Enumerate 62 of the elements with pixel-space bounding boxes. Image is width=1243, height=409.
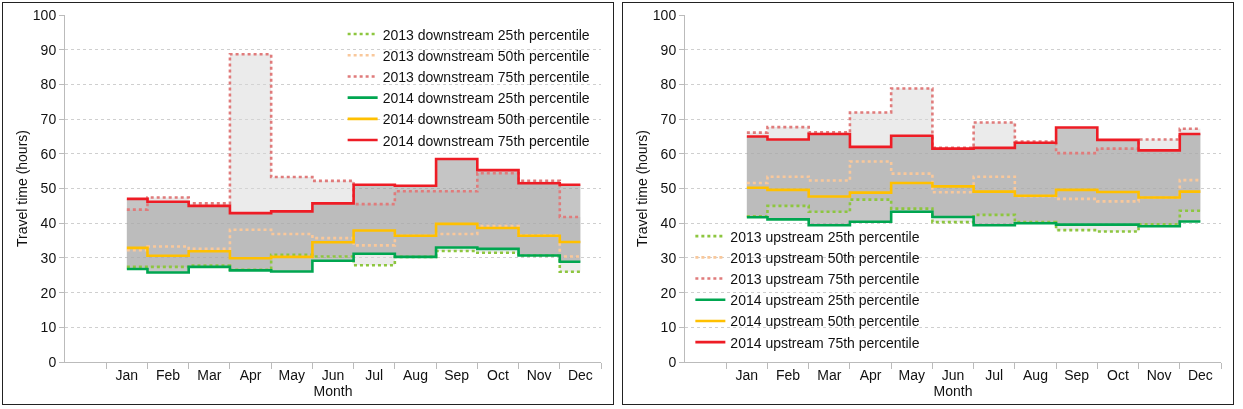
- y-tick-label: 0: [48, 353, 57, 370]
- legend-label: 2014 upstream 50th percentile: [730, 313, 920, 330]
- x-tick-label: Feb: [156, 366, 181, 383]
- legend-label: 2013 downstream 75th percentile: [382, 68, 590, 85]
- y-tick-label: 20: [660, 284, 677, 301]
- legend-label: 2014 downstream 50th percentile: [382, 111, 590, 128]
- y-tick-label: 60: [660, 145, 677, 162]
- y-tick-label: 40: [660, 215, 677, 232]
- x-tick-label: Jan: [115, 366, 139, 383]
- x-tick-label: Dec: [567, 366, 593, 383]
- x-axis-title: Month: [933, 382, 973, 399]
- x-tick-label: Aug: [1023, 366, 1048, 383]
- y-tick-label: 70: [40, 111, 57, 127]
- y-tick-label: 10: [660, 319, 677, 336]
- x-tick-label: Feb: [776, 366, 801, 383]
- y-tick-label: 70: [660, 111, 677, 127]
- legend-label: 2014 downstream 25th percentile: [382, 90, 590, 107]
- legend-label: 2014 upstream 25th percentile: [730, 292, 920, 309]
- y-tick-label: 30: [660, 249, 677, 266]
- legend-label: 2013 upstream 75th percentile: [730, 270, 920, 287]
- y-tick-label: 80: [40, 76, 57, 93]
- y-tick-label: 100: [652, 6, 677, 23]
- x-tick-label: Mar: [817, 366, 842, 383]
- x-tick-label: Oct: [487, 366, 509, 383]
- y-tick-label: 90: [660, 41, 677, 58]
- legend-label: 2014 upstream 75th percentile: [730, 334, 920, 351]
- y-tick-label: 40: [40, 215, 57, 232]
- x-tick-label: Jul: [985, 366, 1004, 383]
- y-tick-label: 30: [40, 249, 57, 266]
- x-tick-label: Jun: [321, 366, 345, 383]
- x-tick-label: Sep: [1064, 366, 1090, 383]
- x-tick-label: Apr: [239, 366, 262, 383]
- y-tick-label: 10: [40, 319, 57, 336]
- x-tick-label: Aug: [403, 366, 428, 383]
- legend-label: 2014 downstream 75th percentile: [382, 132, 590, 149]
- x-tick-label: May: [898, 366, 925, 383]
- x-tick-label: Sep: [444, 366, 470, 383]
- y-tick-label: 50: [660, 180, 677, 197]
- x-tick-label: Oct: [1107, 366, 1129, 383]
- legend-label: 2013 downstream 25th percentile: [382, 26, 590, 43]
- y-tick-label: 80: [660, 76, 677, 93]
- y-tick-label: 90: [40, 41, 57, 58]
- x-tick-label: May: [278, 366, 305, 383]
- y-tick-label: 50: [40, 180, 57, 197]
- x-tick-label: Mar: [197, 366, 222, 383]
- y-tick-label: 20: [40, 284, 57, 301]
- x-tick-label: Nov: [526, 366, 552, 383]
- x-tick-label: Dec: [1187, 366, 1213, 383]
- y-tick-label: 100: [32, 6, 57, 23]
- x-tick-label: Apr: [859, 366, 882, 383]
- y-axis-title: Travel time (hours): [634, 130, 650, 247]
- y-tick-label: 60: [40, 145, 57, 162]
- x-tick-label: Jul: [365, 366, 384, 383]
- x-tick-label: Nov: [1146, 366, 1172, 383]
- x-axis-title: Month: [313, 382, 353, 399]
- x-tick-label: Jun: [941, 366, 965, 383]
- x-tick-label: Jan: [735, 366, 759, 383]
- y-tick-label: 0: [668, 353, 677, 370]
- y-axis-title: Travel time (hours): [14, 130, 30, 247]
- legend-label: 2013 upstream 50th percentile: [730, 249, 920, 266]
- legend-label: 2013 upstream 25th percentile: [730, 228, 920, 245]
- legend-label: 2013 downstream 50th percentile: [382, 47, 590, 64]
